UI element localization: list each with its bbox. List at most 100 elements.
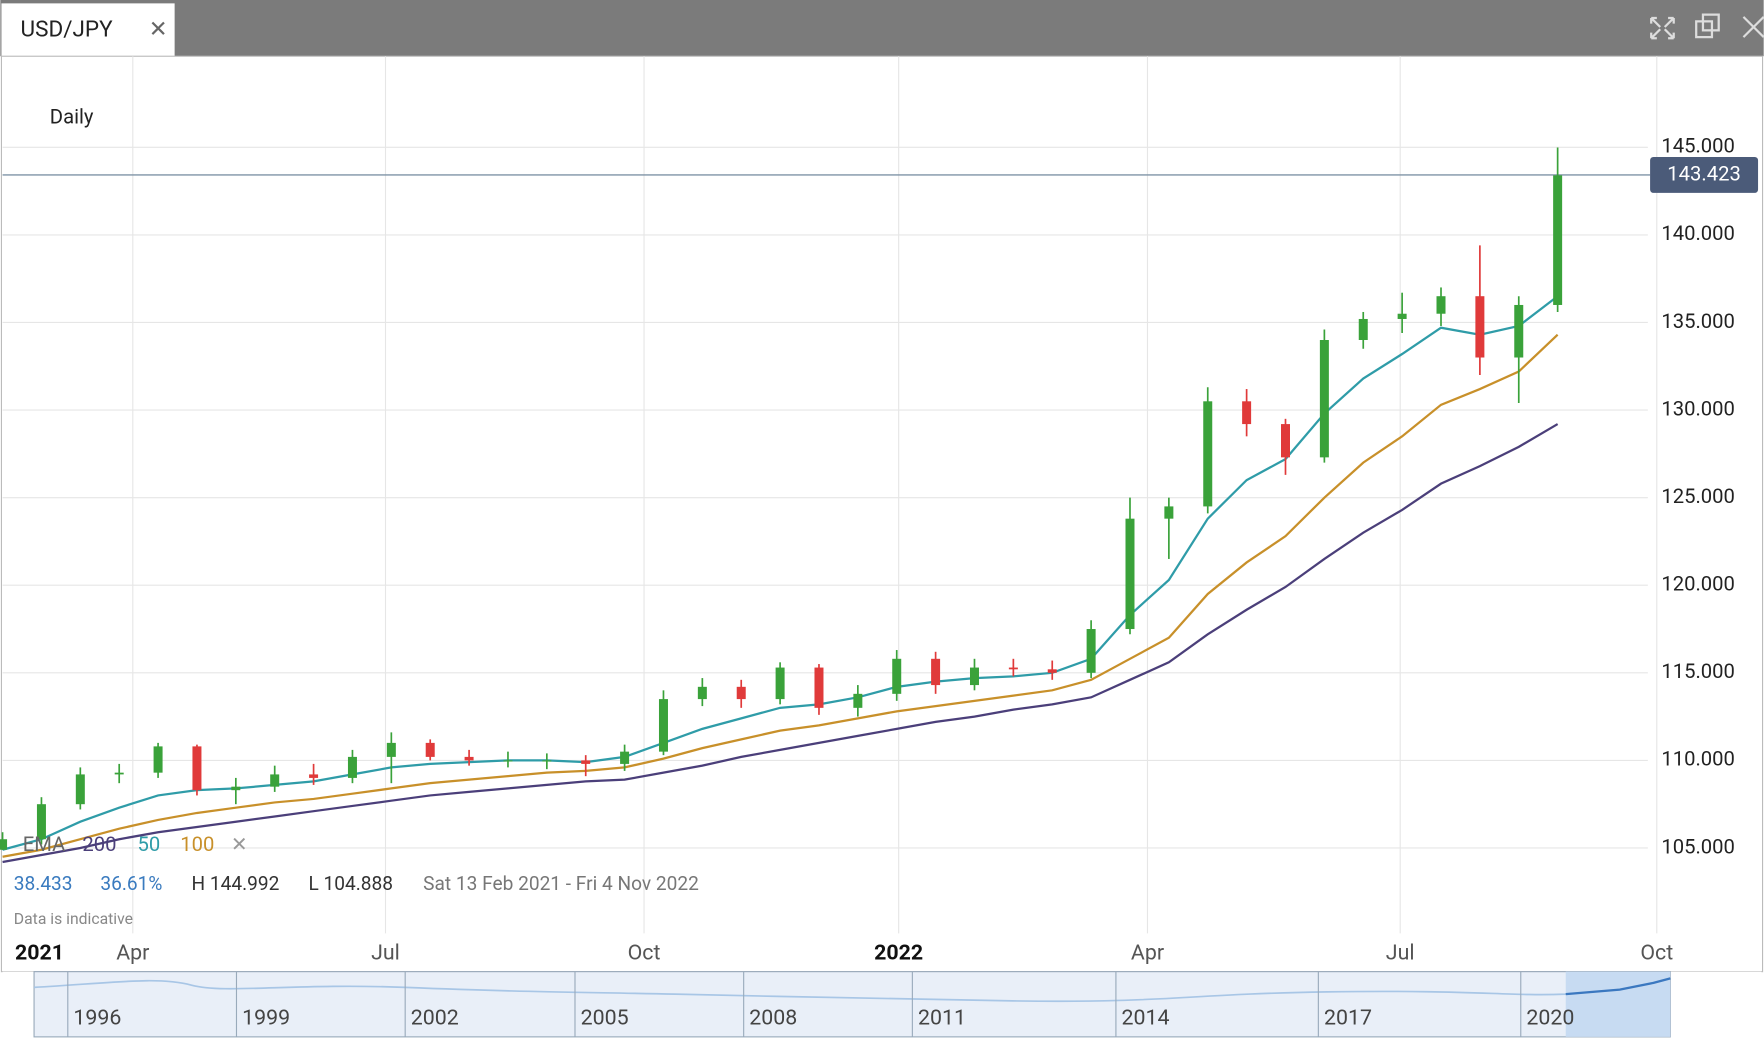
change: 38.433 — [14, 872, 73, 895]
candle-body — [1164, 506, 1174, 519]
x-tick-label: Apr — [116, 940, 149, 965]
candle-body — [153, 746, 163, 773]
ema-lines — [2, 295, 1559, 864]
navigator-label: 1996 — [73, 1006, 121, 1031]
candle-body — [0, 839, 8, 850]
candle-body — [1436, 296, 1446, 314]
navigator-line-selected — [1565, 977, 1671, 996]
candle-body — [75, 774, 85, 805]
y-tick-label: 130.000 — [1661, 396, 1735, 420]
candle-body — [425, 742, 435, 757]
candle-body — [736, 686, 746, 700]
candle-body — [697, 686, 707, 700]
navigator-label: 1999 — [242, 1006, 290, 1031]
candle-body — [581, 760, 591, 764]
navigator-label: 2011 — [918, 1006, 966, 1031]
interval-label: Daily — [50, 104, 94, 128]
x-tick-label: Jul — [1386, 940, 1415, 965]
x-axis: 2021 Apr Jul Oct 2022 Apr Jul Oct — [15, 940, 1673, 965]
disclaimer: Data is indicative — [14, 909, 133, 928]
candle-body — [36, 804, 46, 840]
legend-entry: 100 — [180, 832, 214, 856]
navigator-line — [34, 977, 1671, 1003]
navigator-label: 2002 — [411, 1006, 459, 1031]
candle-body — [114, 772, 124, 775]
y-tick-label: 105.000 — [1661, 834, 1735, 858]
candle-body — [1553, 175, 1563, 305]
candle-body — [1358, 318, 1368, 340]
ema-line — [2, 295, 1559, 851]
remove-indicator[interactable]: ✕ — [231, 832, 248, 856]
current-price-box — [1650, 156, 1759, 193]
candle-body — [1280, 424, 1290, 458]
candle-body — [231, 786, 241, 791]
tab-title: USD/JPY — [21, 16, 114, 42]
candle-body — [853, 693, 863, 708]
navigator[interactable]: 1996 1999 2002 2005 2008 2011 2014 2017 2020 — [2, 971, 1762, 1038]
candle-body — [892, 658, 902, 694]
candle-body — [1047, 669, 1057, 673]
candle-body — [1125, 518, 1135, 630]
x-tick-label: Oct — [628, 940, 661, 965]
navigator-label: 2014 — [1122, 1006, 1170, 1031]
legend: EMA 200 50 100 — [23, 832, 215, 856]
date-range: Sat 13 Feb 2021 - Fri 4 Nov 2022 — [423, 872, 699, 895]
navigator-track — [33, 971, 1671, 1038]
y-tick-label: 115.000 — [1661, 659, 1735, 683]
candle-body — [969, 667, 979, 686]
current-price-label: 143.423 — [1667, 161, 1741, 185]
x-tick-label: Oct — [1640, 940, 1673, 965]
candle-body — [1397, 313, 1407, 319]
candle-body — [464, 756, 474, 761]
window-icons[interactable] — [1650, 13, 1764, 40]
ema-line — [2, 423, 1559, 864]
y-tick-label: 145.000 — [1661, 134, 1735, 158]
candle-body — [1475, 296, 1485, 358]
candle-body — [1514, 304, 1524, 358]
y-tick-label: 125.000 — [1661, 484, 1735, 508]
candles — [0, 147, 1563, 850]
plot-frame — [0, 55, 1764, 973]
candle-body — [503, 760, 513, 762]
candle-body — [309, 774, 319, 778]
candle-body — [620, 751, 630, 764]
x-tick-label: 2022 — [874, 940, 923, 965]
low: L 104.888 — [308, 872, 393, 895]
legend-entry: 50 — [138, 832, 161, 856]
y-tick-label: 135.000 — [1661, 309, 1735, 333]
x-tick-label: Jul — [371, 940, 400, 965]
change-pct: 36.61% — [100, 872, 162, 895]
candle-body — [1008, 667, 1018, 670]
legend-entry: 200 — [82, 832, 116, 856]
candle-body — [775, 667, 785, 700]
tab[interactable] — [1, 3, 175, 57]
ema-line — [2, 333, 1559, 858]
candle-body — [1203, 401, 1213, 507]
navigator-label: 2008 — [749, 1006, 797, 1031]
navigator-label: 2017 — [1324, 1006, 1372, 1031]
candle-body — [1319, 339, 1329, 458]
high: H 144.992 — [191, 872, 279, 895]
candle-body — [347, 756, 357, 778]
grid: 105.000 110.000 115.000 120.000 125.000 130.0… — [2, 56, 1759, 934]
navigator-label: 2020 — [1526, 1006, 1574, 1031]
candle-body — [931, 658, 941, 686]
tab-bar — [0, 0, 1764, 57]
navigator-label: 2005 — [581, 1006, 629, 1031]
tab-close[interactable]: ✕ — [149, 16, 168, 42]
candle-body — [542, 760, 552, 762]
x-tick-label: 2021 — [15, 940, 64, 965]
candle-body — [1086, 629, 1096, 673]
candle-body — [814, 667, 824, 708]
y-tick-label: 140.000 — [1661, 221, 1735, 245]
y-tick-label: 110.000 — [1661, 747, 1735, 771]
candle-body — [192, 746, 202, 791]
candle-body — [1242, 401, 1252, 425]
candle-body — [270, 774, 280, 787]
candle-body — [658, 699, 668, 752]
y-tick-label: 120.000 — [1661, 572, 1735, 596]
candle-body — [386, 742, 396, 757]
legend-title: EMA — [23, 832, 66, 856]
